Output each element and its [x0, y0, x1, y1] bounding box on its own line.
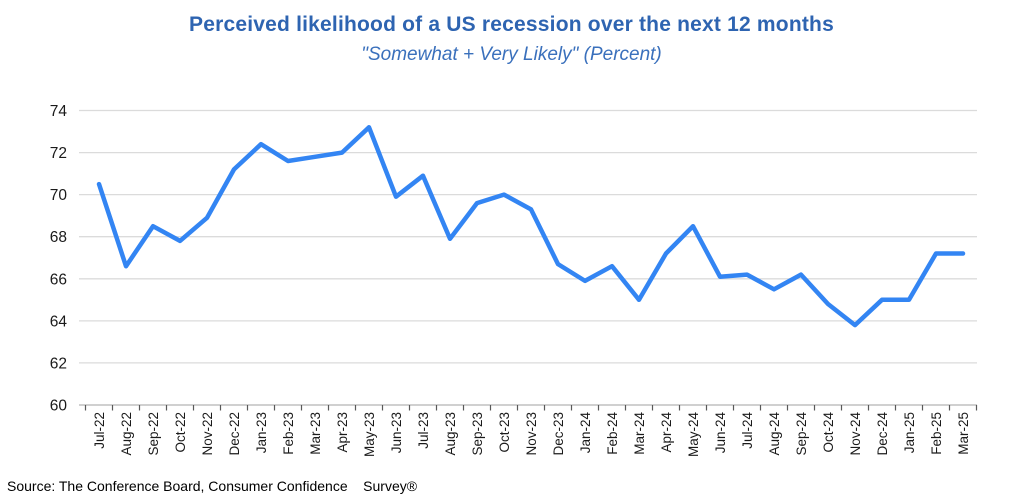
- x-axis-label: Dec-22: [227, 412, 242, 456]
- x-axis-label: Jun-23: [389, 412, 404, 453]
- x-axis-label: Mar-25: [956, 412, 971, 455]
- series-line: [96, 125, 966, 328]
- x-axis-label: Mar-23: [308, 412, 323, 455]
- x-axis-label: Sep-22: [146, 412, 161, 456]
- x-axis-label: Jul-24: [740, 412, 755, 449]
- x-axis-label: Oct-23: [497, 412, 512, 453]
- x-axis-label: Sep-23: [470, 412, 485, 456]
- y-axis-label: 72: [50, 145, 67, 162]
- x-axis-label: Apr-23: [335, 412, 350, 453]
- x-axis-label: Jun-24: [713, 412, 728, 454]
- y-axis-label: 62: [50, 355, 67, 372]
- x-axis-label: Jul-22: [92, 412, 107, 449]
- x-axis-label: Dec-23: [551, 412, 566, 456]
- y-axis-label: 66: [50, 271, 67, 288]
- x-axis-label: Jan-25: [902, 412, 917, 453]
- x-axis-label: Oct-22: [173, 412, 188, 453]
- x-axis-label: Nov-22: [200, 412, 215, 456]
- x-axis-label: Feb-24: [605, 412, 620, 455]
- source-note: Source: The Conference Board, Consumer C…: [7, 478, 418, 494]
- y-axis-label: 70: [50, 187, 68, 204]
- y-axis-label: 68: [50, 229, 67, 246]
- x-axis-label: Jan-24: [578, 412, 593, 454]
- x-axis-label: Sep-24: [794, 412, 809, 456]
- chart-subtitle: "Somewhat + Very Likely" (Percent): [361, 44, 662, 65]
- y-axis-label: 74: [50, 103, 68, 120]
- x-axis-label: Jul-23: [416, 412, 431, 449]
- x-axis-label: Aug-23: [443, 412, 458, 456]
- x-axis-label: Feb-25: [929, 412, 944, 455]
- chart-title: Perceived likelihood of a US recession o…: [189, 13, 834, 36]
- x-axis-label: Jan-23: [254, 412, 269, 453]
- x-axis-label: Apr-24: [659, 412, 674, 453]
- x-axis-label: Nov-23: [524, 412, 539, 456]
- x-axis-label: Feb-23: [281, 412, 296, 455]
- y-axis-label: 60: [50, 398, 68, 415]
- x-axis-label: Dec-24: [875, 412, 890, 456]
- x-axis-label: May-24: [686, 412, 701, 458]
- y-axis-label: 64: [50, 313, 68, 330]
- x-axis-label: Aug-22: [119, 412, 134, 456]
- x-axis-label: Nov-24: [848, 412, 863, 456]
- x-axis-label: May-23: [362, 412, 377, 457]
- x-axis-label: Aug-24: [767, 412, 782, 456]
- x-axis-label: Mar-24: [632, 412, 647, 455]
- x-axis-label: Oct-24: [821, 412, 836, 453]
